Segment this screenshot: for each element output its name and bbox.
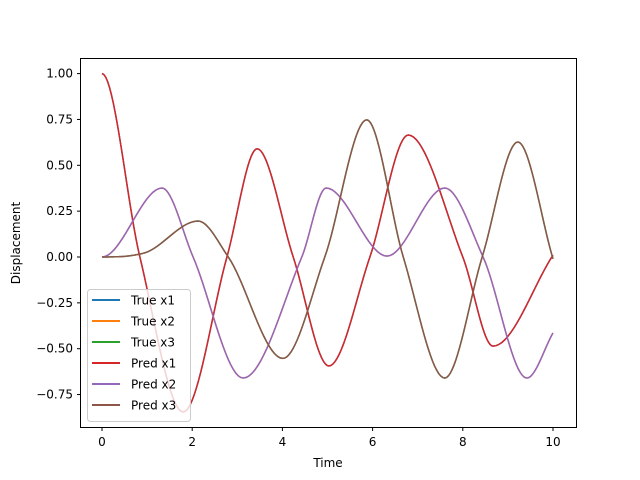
x-tick-label: 0: [98, 435, 106, 449]
legend-box: [87, 289, 191, 422]
y-tick-label: 0.50: [46, 158, 73, 172]
legend-label: True x3: [130, 336, 175, 350]
x-tick-label: 6: [369, 435, 377, 449]
y-tick-label: 0.75: [46, 112, 73, 126]
y-tick-label: 0.25: [46, 204, 73, 218]
y-tick-label: −0.25: [36, 296, 73, 310]
x-tick-label: 4: [279, 435, 287, 449]
y-axis-ticks: −0.75 −0.50 −0.25 0.00 0.25 0.50 0.75 1.00: [36, 67, 81, 402]
x-axis-ticks: 0 2 4 6 8 10: [98, 427, 561, 449]
y-tick-label: 0.00: [46, 250, 73, 264]
y-axis-label: Displacement: [9, 201, 23, 284]
y-tick-label: −0.50: [36, 342, 73, 356]
legend-label: Pred x3: [131, 399, 176, 413]
x-tick-label: 8: [459, 435, 467, 449]
x-tick-label: 10: [545, 435, 560, 449]
x-axis-label: Time: [312, 456, 342, 470]
legend-label: True x2: [130, 315, 175, 329]
axes-frame: [80, 58, 577, 428]
legend-label: Pred x1: [131, 357, 176, 371]
legend-label: Pred x2: [131, 378, 176, 392]
legend: True x1 True x2 True x3 Pred x1 Pred x2 Pred …: [87, 289, 191, 422]
y-tick-label: 1.00: [46, 67, 73, 81]
series-line-pred-x2: [101, 187, 554, 379]
y-tick-label: −0.75: [36, 388, 73, 402]
x-tick-label: 2: [188, 435, 196, 449]
series-line-pred-x3: [102, 119, 554, 379]
legend-label: True x1: [130, 294, 175, 308]
